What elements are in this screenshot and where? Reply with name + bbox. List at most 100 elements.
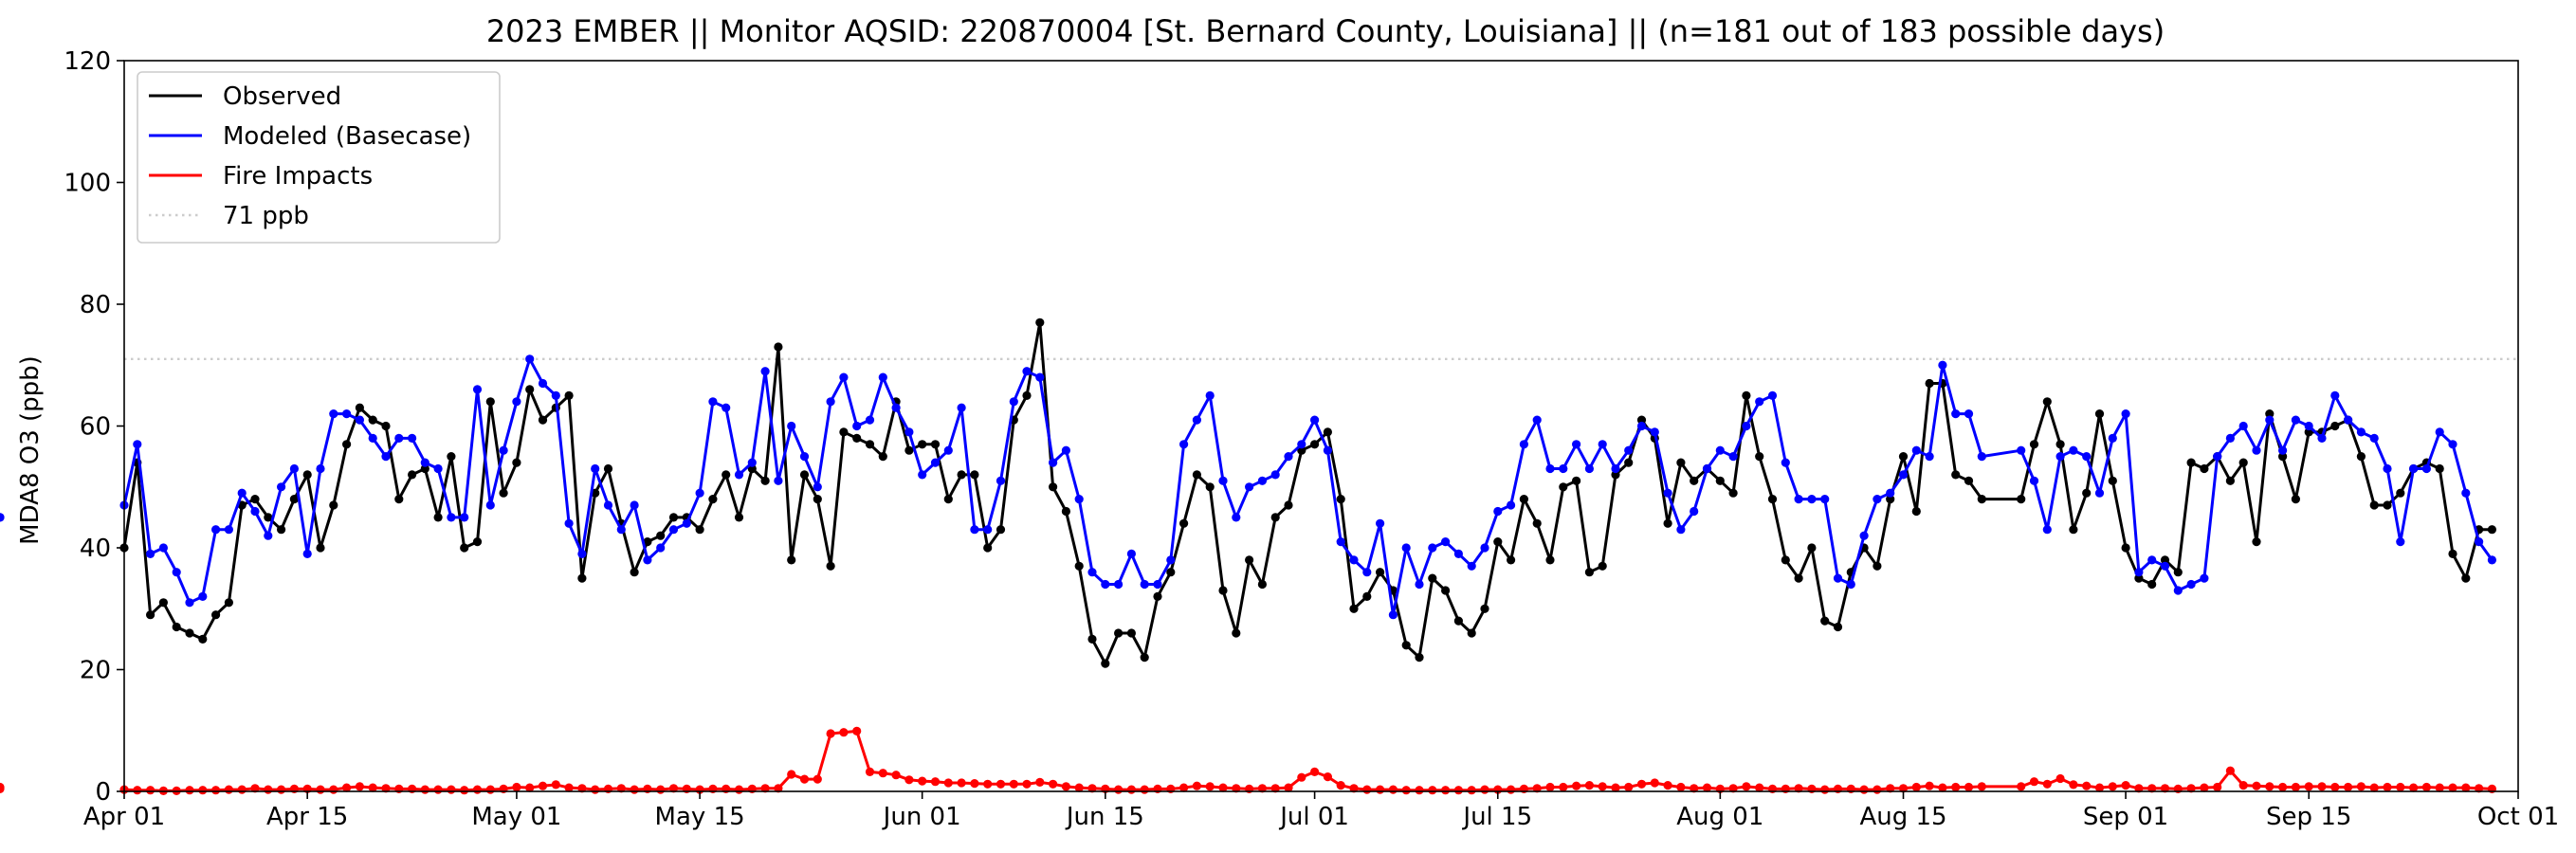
data-point [2383,782,2392,792]
data-point [1061,445,1070,455]
data-point [2265,782,2275,791]
data-point [643,537,652,547]
data-point [787,555,796,565]
data-point [302,470,312,480]
data-point [591,463,600,474]
data-point [1964,476,1974,485]
data-point [2409,463,2419,474]
x-tick-label: Jul 01 [1278,803,1349,831]
data-point [1690,784,1699,793]
data-point [2042,525,2052,535]
data-point [2369,783,2379,792]
data-point [1584,463,1594,474]
data-point [1349,555,1359,565]
data-point [1702,463,1712,474]
data-point [1140,785,1149,794]
data-point [1153,579,1162,590]
data-point [2252,781,2261,790]
data-point [2487,555,2496,565]
data-point [1911,445,1921,455]
data-point [2042,397,2052,407]
data-point [668,784,679,793]
data-point [813,495,822,504]
data-point [447,452,456,462]
data-point [734,513,744,522]
data-point [460,543,469,553]
data-point [2108,433,2117,443]
data-point [224,598,233,608]
data-point [2094,409,2105,419]
data-point [1035,318,1045,327]
legend-box [137,71,501,244]
data-point [146,549,155,559]
data-point [1767,390,1778,400]
data-point [2147,784,2157,793]
data-point [2147,579,2157,590]
data-point [2160,561,2170,571]
data-point [485,785,495,794]
data-point [668,513,679,522]
data-point [1376,518,1385,528]
data-point [1297,440,1306,449]
data-point [1218,476,1228,485]
data-point [603,463,613,474]
data-point [1218,586,1228,595]
data-point [656,531,666,540]
data-point [1507,785,1516,794]
legend-label: Fire Impacts [223,162,373,191]
data-point [1087,784,1097,793]
data-point [1480,604,1489,613]
data-point [918,440,927,449]
data-point [2200,783,2209,792]
data-point [1453,549,1463,559]
data-point [551,390,560,400]
data-point [1087,568,1097,577]
data-point [368,433,377,443]
data-point [630,500,639,510]
data-point [2369,433,2379,443]
data-point [250,506,260,517]
data-point [2448,440,2457,449]
data-point [1690,476,1699,485]
data-point [1742,421,1751,431]
data-point [2160,555,2170,565]
data-point [538,415,548,425]
data-point [1728,452,1738,462]
data-point [1833,622,1843,632]
data-point [2396,537,2405,547]
data-point [787,770,796,779]
data-point [577,573,587,583]
data-point [865,415,875,425]
data-point [695,525,704,535]
data-point [1925,452,1934,462]
data-point [1192,781,1201,790]
data-point [643,555,652,565]
data-point [1126,628,1136,638]
data-point [630,568,639,577]
data-point [2356,782,2366,791]
data-point [394,433,404,443]
data-point [1794,495,1803,504]
data-point [1925,378,1934,389]
data-point [1022,367,1032,376]
series-line-observed [122,320,2493,665]
data-point [485,397,495,407]
data-point [1755,452,1764,462]
data-point [799,452,810,462]
legend-label: Observed [223,82,341,111]
data-point [1611,783,1620,792]
data-point [1794,573,1803,583]
data-point [2213,782,2222,792]
data-point [734,470,744,480]
data-point [355,403,364,412]
data-point [1572,476,1581,485]
data-point [930,777,941,787]
data-point [2213,452,2222,462]
data-point [996,779,1006,789]
data-point [1401,543,1411,553]
data-point [264,785,273,794]
data-point [2017,782,2026,791]
data-point [996,476,1006,485]
data-point [2265,415,2275,425]
